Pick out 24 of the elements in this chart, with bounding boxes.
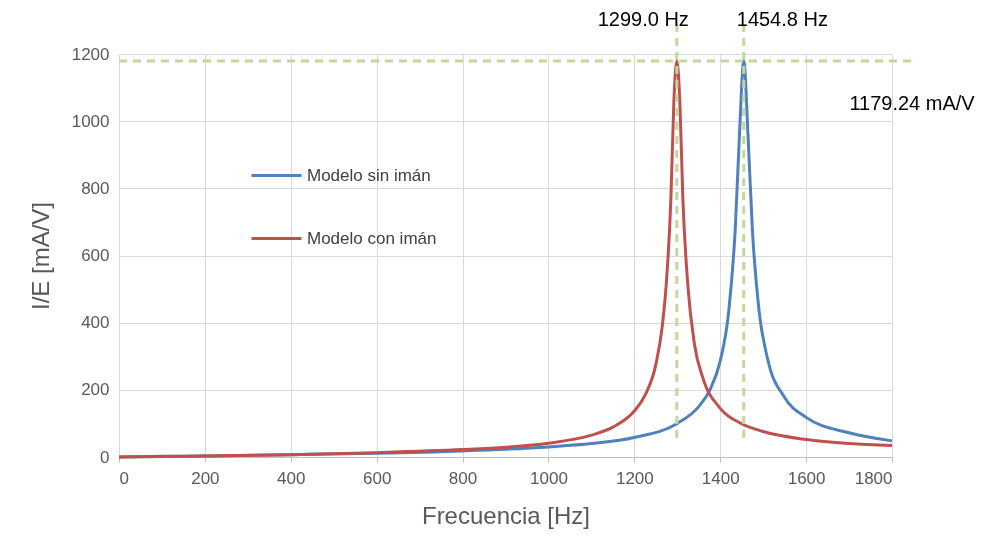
y-tick-label: 600 (81, 246, 110, 265)
ref-line-label: 1454.8 Hz (736, 8, 828, 30)
ref-line-label: 1179.24 mA/V (849, 91, 976, 114)
x-tick-label: 1600 (787, 468, 826, 488)
y-tick-label: 1000 (71, 111, 110, 131)
x-tick-label: 800 (448, 468, 478, 488)
ref-line-label: 1299.0 Hz (597, 8, 689, 30)
y-tick-label: 400 (81, 313, 110, 333)
x-tick-label: 0 (119, 468, 129, 488)
x-axis-title: Frecuencia [Hz] (421, 501, 591, 529)
x-tick-label: 1400 (701, 468, 740, 488)
y-tick-label: 0 (100, 447, 110, 467)
y-tick-label: 800 (81, 178, 110, 198)
y-tick-label: 200 (81, 380, 110, 400)
y-tick-label: 1200 (71, 44, 110, 64)
legend-label: Modelo sin imán (307, 165, 431, 185)
x-tick-label: 1000 (530, 468, 568, 488)
x-tick-label: 400 (277, 468, 306, 488)
x-tick-label: 1800 (854, 468, 893, 488)
x-tick-label: 200 (191, 468, 220, 488)
y-axis-title: I/E [mA/V] (26, 201, 54, 311)
legend-label: Modelo con imán (307, 228, 437, 248)
x-tick-label: 600 (362, 468, 392, 488)
x-tick-label: 1200 (615, 468, 654, 488)
